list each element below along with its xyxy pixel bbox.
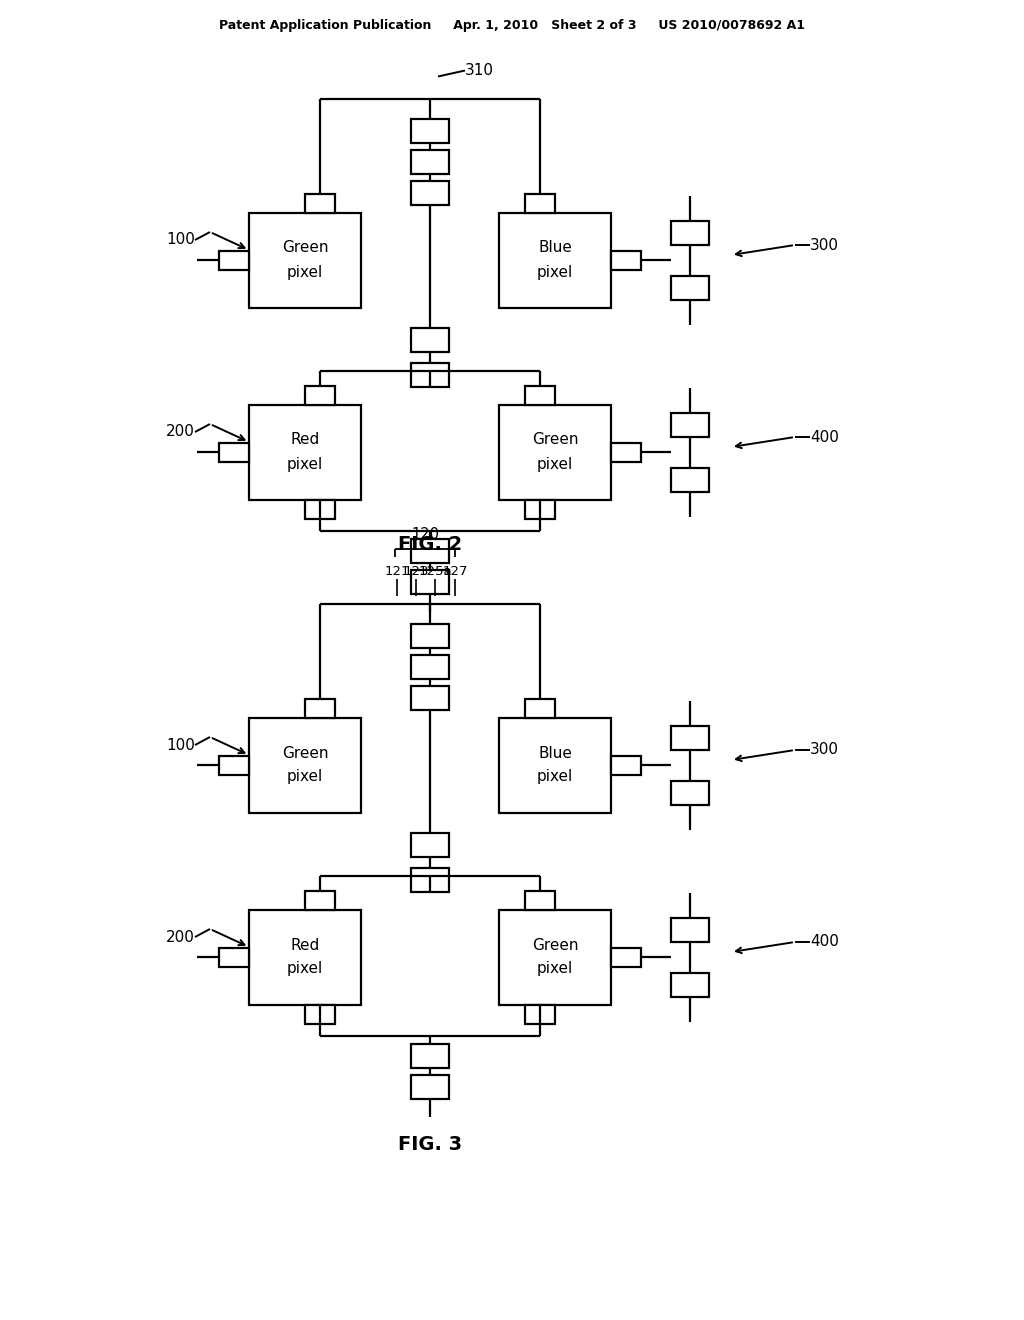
Bar xyxy=(671,917,709,941)
Bar xyxy=(411,1044,449,1068)
Bar xyxy=(611,442,641,462)
Bar xyxy=(411,833,449,857)
Bar xyxy=(219,442,249,462)
Bar xyxy=(219,755,249,775)
Bar xyxy=(499,404,611,499)
Bar xyxy=(305,1005,335,1023)
Bar xyxy=(525,385,555,404)
Text: pixel: pixel xyxy=(287,264,324,280)
Text: Blue: Blue xyxy=(538,240,572,256)
Text: Blue: Blue xyxy=(538,746,572,760)
Bar xyxy=(249,909,361,1005)
Text: Green: Green xyxy=(282,746,329,760)
Text: pixel: pixel xyxy=(287,961,324,977)
Bar xyxy=(611,948,641,966)
Text: Red: Red xyxy=(291,433,319,447)
Bar xyxy=(525,698,555,718)
Bar xyxy=(305,891,335,909)
Text: Green: Green xyxy=(531,433,579,447)
Text: FIG. 3: FIG. 3 xyxy=(398,1135,462,1155)
Bar xyxy=(305,194,335,213)
Bar xyxy=(525,891,555,909)
Bar xyxy=(411,539,449,562)
Bar xyxy=(671,276,709,300)
Bar xyxy=(411,869,449,892)
Bar xyxy=(671,412,709,437)
Bar xyxy=(411,327,449,352)
Bar xyxy=(525,1005,555,1023)
Text: pixel: pixel xyxy=(287,770,324,784)
Bar xyxy=(525,194,555,213)
Text: 100: 100 xyxy=(166,738,195,752)
Text: Red: Red xyxy=(291,937,319,953)
Bar xyxy=(305,499,335,519)
Bar xyxy=(411,569,449,594)
Bar xyxy=(611,251,641,269)
Text: 310: 310 xyxy=(465,63,494,78)
Bar xyxy=(219,251,249,269)
Bar xyxy=(671,780,709,804)
Bar xyxy=(411,363,449,387)
Bar xyxy=(499,213,611,308)
Bar xyxy=(249,213,361,308)
Text: 121: 121 xyxy=(384,565,410,578)
Bar xyxy=(411,655,449,678)
Bar xyxy=(249,404,361,499)
Text: Green: Green xyxy=(531,937,579,953)
Bar xyxy=(499,909,611,1005)
Text: pixel: pixel xyxy=(537,264,573,280)
Text: 127: 127 xyxy=(442,565,468,578)
Bar xyxy=(411,181,449,205)
Bar xyxy=(525,499,555,519)
Text: pixel: pixel xyxy=(537,457,573,471)
Bar xyxy=(671,726,709,750)
Text: 200: 200 xyxy=(166,425,195,440)
Bar xyxy=(305,385,335,404)
Bar xyxy=(499,718,611,813)
Text: 125a: 125a xyxy=(418,565,452,578)
Text: 400: 400 xyxy=(810,935,839,949)
Text: 400: 400 xyxy=(810,429,839,445)
Text: pixel: pixel xyxy=(287,457,324,471)
Text: pixel: pixel xyxy=(537,770,573,784)
Bar xyxy=(611,755,641,775)
Text: Patent Application Publication     Apr. 1, 2010   Sheet 2 of 3     US 2010/00786: Patent Application Publication Apr. 1, 2… xyxy=(219,18,805,32)
Text: 200: 200 xyxy=(166,929,195,945)
Text: FIG. 2: FIG. 2 xyxy=(398,536,462,554)
Bar xyxy=(411,685,449,710)
Bar xyxy=(411,1074,449,1098)
Text: pixel: pixel xyxy=(537,961,573,977)
Bar xyxy=(671,973,709,997)
Bar xyxy=(671,220,709,244)
Bar xyxy=(411,119,449,143)
Text: 100: 100 xyxy=(166,232,195,248)
Text: 300: 300 xyxy=(810,742,839,758)
Text: 123: 123 xyxy=(403,565,429,578)
Bar xyxy=(671,467,709,491)
Bar xyxy=(219,948,249,966)
Bar xyxy=(305,698,335,718)
Bar xyxy=(411,149,449,173)
Bar xyxy=(411,623,449,648)
Text: 300: 300 xyxy=(810,238,839,252)
Text: 120: 120 xyxy=(411,527,439,543)
Text: Green: Green xyxy=(282,240,329,256)
Bar xyxy=(249,718,361,813)
